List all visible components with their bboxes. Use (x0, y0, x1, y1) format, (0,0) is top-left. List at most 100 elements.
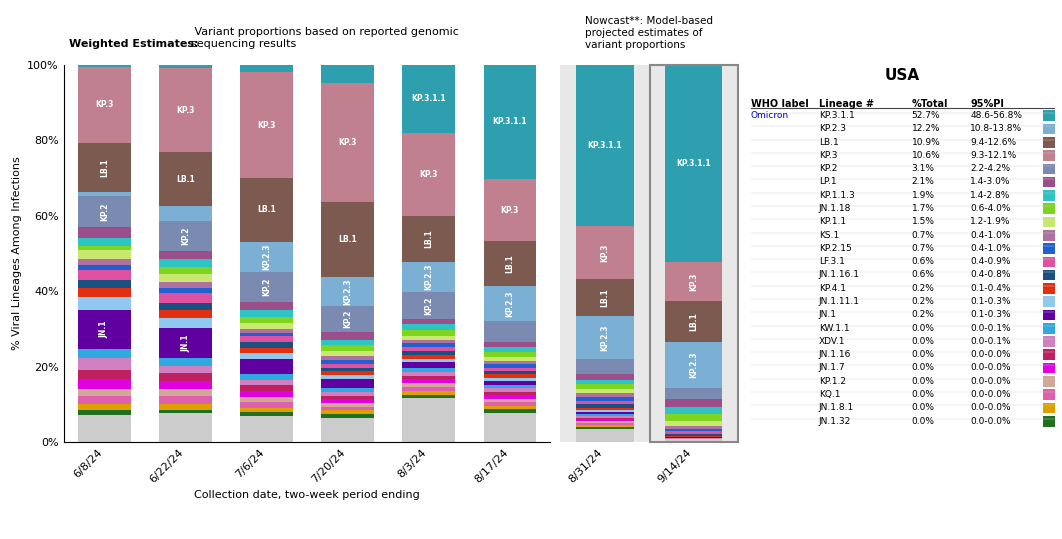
Bar (240, 348, 293, 354)
Bar (483, 378, 536, 382)
Bar (78, 379, 131, 389)
Bar (159, 259, 211, 267)
Bar (159, 410, 211, 413)
Bar (1043, 243, 1056, 254)
Bar (576, 375, 634, 380)
Bar (322, 396, 374, 399)
Text: KP.3: KP.3 (600, 243, 610, 261)
Bar (322, 333, 374, 340)
Text: 1.4-2.8%: 1.4-2.8% (971, 191, 1011, 200)
Text: 1.4-3.0%: 1.4-3.0% (971, 177, 1011, 186)
Bar (402, 368, 456, 372)
Bar (665, 434, 722, 436)
Text: 0.6%: 0.6% (911, 271, 935, 279)
Bar (665, 436, 722, 437)
Text: 1.5%: 1.5% (911, 217, 935, 226)
Bar (576, 380, 634, 384)
Bar (665, 420, 722, 426)
Bar (665, 301, 722, 342)
Bar (1043, 323, 1056, 334)
Text: LB.1: LB.1 (819, 137, 839, 147)
Text: 0.0%: 0.0% (911, 377, 935, 386)
Text: 0.0-0.1%: 0.0-0.1% (971, 323, 1011, 333)
Bar (240, 65, 293, 72)
Bar (78, 310, 131, 349)
Text: USA: USA (885, 68, 920, 84)
Bar (159, 221, 211, 251)
Bar (576, 418, 634, 419)
Bar (1043, 190, 1056, 201)
Bar (1043, 203, 1056, 214)
Bar (78, 238, 131, 246)
Bar (402, 358, 456, 362)
Bar (78, 246, 131, 250)
Text: 3.1%: 3.1% (911, 164, 935, 173)
Text: KP.1.1.3: KP.1.1.3 (819, 191, 855, 200)
Bar (576, 384, 634, 389)
Bar (322, 399, 374, 403)
Text: KP.2.3: KP.2.3 (819, 125, 845, 133)
Text: KW.1.1: KW.1.1 (819, 323, 850, 333)
Bar (159, 366, 211, 374)
Bar (576, 410, 634, 412)
Bar (576, 416, 634, 418)
Bar (402, 336, 456, 340)
Bar (402, 343, 456, 347)
Text: 0.0%: 0.0% (911, 403, 935, 412)
Bar (78, 259, 131, 265)
Bar (576, 425, 634, 427)
Text: KP.2.3: KP.2.3 (343, 278, 353, 305)
Bar (240, 302, 293, 310)
Text: 10.6%: 10.6% (911, 151, 940, 160)
Bar (240, 359, 293, 374)
Text: 0.6-4.0%: 0.6-4.0% (971, 204, 1011, 213)
Bar (78, 416, 131, 442)
Text: 0.2%: 0.2% (911, 297, 935, 306)
Bar (322, 340, 374, 345)
Bar (1043, 257, 1056, 267)
Bar (483, 241, 536, 286)
Bar (402, 398, 456, 442)
Bar (322, 392, 374, 396)
Bar (402, 372, 456, 376)
Bar (322, 406, 374, 410)
Bar (78, 370, 131, 379)
Bar (159, 318, 211, 328)
Bar (483, 375, 536, 378)
Bar (159, 293, 211, 303)
Bar (240, 329, 293, 333)
Text: 0.0%: 0.0% (911, 323, 935, 333)
Bar (240, 416, 293, 442)
Text: 52.7%: 52.7% (911, 111, 940, 120)
Text: Lineage #: Lineage # (819, 99, 874, 109)
Bar (1043, 376, 1056, 386)
Bar (240, 408, 293, 412)
Bar (159, 310, 211, 318)
Bar (322, 388, 374, 392)
Bar (1043, 163, 1056, 174)
Bar (78, 280, 131, 288)
Text: KP.1.2: KP.1.2 (819, 377, 845, 386)
Text: 0.0%: 0.0% (911, 337, 935, 346)
Bar (240, 336, 293, 342)
Bar (159, 404, 211, 410)
Bar (483, 65, 536, 179)
Text: 0.6%: 0.6% (911, 257, 935, 266)
Bar (322, 418, 374, 442)
Bar (402, 355, 456, 358)
Bar (240, 354, 293, 359)
Bar (576, 427, 634, 429)
Bar (665, 407, 722, 414)
Text: KP.2: KP.2 (100, 202, 108, 220)
Bar (576, 429, 634, 442)
Text: 1.7%: 1.7% (911, 204, 935, 213)
Text: KP.2: KP.2 (262, 278, 271, 296)
Text: 95%PI: 95%PI (971, 99, 1004, 109)
Text: %Total: %Total (911, 99, 948, 109)
Bar (576, 393, 634, 397)
Bar (78, 271, 131, 280)
Bar (322, 410, 374, 414)
Bar (1043, 283, 1056, 294)
Bar (78, 196, 131, 227)
Bar (1043, 389, 1056, 400)
